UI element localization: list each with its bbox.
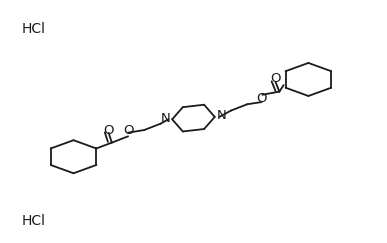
Text: O: O [270,72,281,86]
Text: N: N [160,112,170,125]
Text: N: N [217,109,226,122]
Text: HCl: HCl [21,22,45,36]
Text: O: O [103,123,114,137]
Text: HCl: HCl [21,214,45,228]
Text: O: O [123,124,133,137]
Text: O: O [257,92,267,105]
